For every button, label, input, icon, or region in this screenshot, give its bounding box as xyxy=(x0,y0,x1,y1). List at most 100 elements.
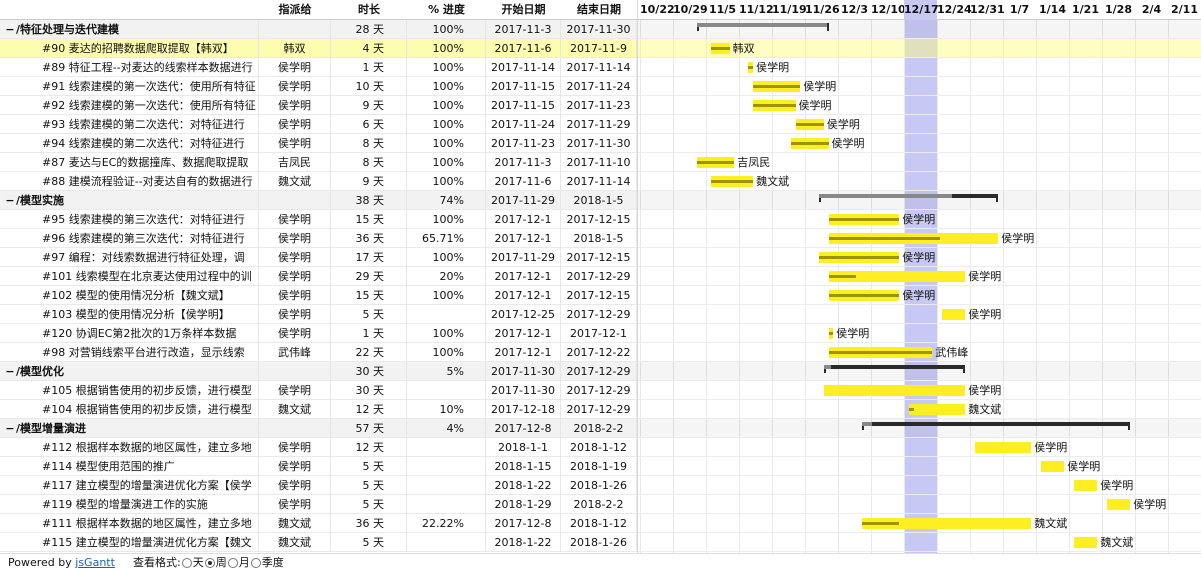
task-row[interactable]: #93 线索建模的第二次迭代：对特征进行 侯学明 6 天 100% 2017-11-24… xyxy=(0,115,637,134)
task-row[interactable]: #91 线索建模的第一次迭代：使用所有特征 侯学明 10 天 100% 2017-11-… xyxy=(0,77,637,96)
collapse-toggle[interactable]: − xyxy=(5,365,15,378)
task-row[interactable]: #112 根据样本数据的地区属性，建立多地 侯学明 12 天 2018-1-1 2018… xyxy=(0,438,637,457)
timeline-tick[interactable]: 1/28 xyxy=(1105,3,1132,16)
task-row[interactable]: #101 线索模型在北京麦达使用过程中的训 侯学明 29 天 20% 2017-12-1… xyxy=(0,267,637,286)
start-date-cell: 2017-12-1 xyxy=(486,286,561,305)
task-row[interactable]: #94 线索建模的第二次迭代：对特征进行 侯学明 8 天 100% 2017-11-23… xyxy=(0,134,637,153)
task-row[interactable]: #96 线索建模的第三次迭代：对特征进行 侯学明 36 天 65.71% 2017-12… xyxy=(0,229,637,248)
timeline-tick[interactable]: 11/26 xyxy=(805,3,840,16)
jsgantt-link[interactable]: jsGantt xyxy=(75,556,115,569)
duration-cell: 15 天 xyxy=(331,286,407,305)
timeline-tick[interactable]: 10/22 xyxy=(640,3,675,16)
timeline-tick[interactable]: 12/17 xyxy=(904,0,939,19)
task-row[interactable]: #117 建立模型的增量演进优化方案【侯学 侯学明 5 天 2018-1-22 2018… xyxy=(0,476,637,495)
task-bar[interactable] xyxy=(710,176,754,187)
collapse-toggle[interactable]: − xyxy=(5,194,15,207)
group-summary-bar[interactable] xyxy=(823,365,966,373)
timeline-tick[interactable]: 11/12 xyxy=(739,3,774,16)
collapse-toggle[interactable]: − xyxy=(5,23,15,36)
timeline-tick[interactable]: 1/21 xyxy=(1072,3,1099,16)
timeline-tick[interactable]: 11/19 xyxy=(772,3,807,16)
task-bar[interactable] xyxy=(819,252,900,263)
task-row[interactable]: #98 对营销线索平台进行改造，显示线索 武伟峰 22 天 100% 2017-12-1… xyxy=(0,343,637,362)
task-bar[interactable] xyxy=(753,100,796,111)
task-bar[interactable] xyxy=(828,214,900,225)
task-progress xyxy=(753,85,801,88)
task-bar[interactable] xyxy=(1073,537,1098,548)
task-bar[interactable] xyxy=(710,43,730,54)
timeline-tick[interactable]: 11/5 xyxy=(709,3,736,16)
task-bar[interactable] xyxy=(828,233,999,244)
task-name: #103 模型的使用情况分析【侯学明】 xyxy=(42,308,230,321)
timeline-tick[interactable]: 10/29 xyxy=(673,3,708,16)
view-format-radio[interactable] xyxy=(227,558,238,568)
task-bar[interactable] xyxy=(828,347,933,358)
timeline-tick[interactable]: 2/11 xyxy=(1171,3,1198,16)
view-format-radio[interactable] xyxy=(181,558,192,568)
task-row[interactable]: #88 建模流程验证--对麦达自有的数据进行 魏文斌 9 天 100% 2017-11-… xyxy=(0,172,637,191)
task-bar[interactable] xyxy=(1040,461,1065,472)
column-header-assignee[interactable]: 指派给 xyxy=(278,3,312,16)
view-format-radio[interactable] xyxy=(204,558,215,568)
task-row[interactable]: #103 模型的使用情况分析【侯学明】 侯学明 5 天 2017-12-25 2017-… xyxy=(0,305,637,324)
task-name-cell: #96 线索建模的第三次迭代：对特征进行 xyxy=(0,229,259,248)
timeline-tick[interactable]: 2/4 xyxy=(1141,3,1162,16)
timeline-tick[interactable]: 1/14 xyxy=(1039,3,1066,16)
column-header-progress[interactable]: % 进度 xyxy=(428,3,465,16)
task-bar[interactable] xyxy=(828,290,900,301)
task-bar[interactable] xyxy=(748,62,754,73)
task-bar[interactable] xyxy=(790,138,829,149)
task-bar[interactable] xyxy=(941,309,966,320)
task-bar[interactable] xyxy=(696,157,735,168)
task-name-cell: #92 线索建模的第一次迭代：使用所有特征 xyxy=(0,96,259,115)
task-bar[interactable] xyxy=(828,328,834,339)
task-bar[interactable] xyxy=(861,518,1032,529)
task-row[interactable]: #97 编程：对线索数据进行特征处理，调 侯学明 17 天 100% 2017-11-2… xyxy=(0,248,637,267)
task-bar[interactable] xyxy=(823,385,966,396)
group-row[interactable]: −/特征处理与迭代建模 28 天 100% 2017-11-3 2017-11-30 xyxy=(0,20,637,39)
duration-cell: 5 天 xyxy=(331,457,407,476)
collapse-toggle[interactable]: − xyxy=(5,422,15,435)
task-row[interactable]: #119 模型的增量演进工作的实施 侯学明 5 天 2018-1-29 2018-2-2 xyxy=(0,495,637,514)
timeline-tick[interactable]: 1/7 xyxy=(1009,3,1030,16)
bar-assignee-label: 侯学明 xyxy=(836,327,870,340)
group-row[interactable]: −/模型优化 30 天 5% 2017-11-30 2017-12-29 xyxy=(0,362,637,381)
timeline-tick[interactable]: 12/3 xyxy=(841,3,868,16)
task-row[interactable]: #115 建立模型的增量演进优化方案【魏文 魏文斌 5 天 2018-1-22 2018… xyxy=(0,533,637,552)
task-bar[interactable] xyxy=(795,119,824,130)
task-bar[interactable] xyxy=(753,81,801,92)
group-row[interactable]: −/模型实施 38 天 74% 2017-11-29 2018-1-5 xyxy=(0,191,637,210)
timeline-tick[interactable]: 12/10 xyxy=(871,3,906,16)
group-summary-bar[interactable] xyxy=(696,23,829,31)
timeline-tick[interactable]: 12/24 xyxy=(937,3,972,16)
task-row[interactable]: #87 麦达与EC的数据撞库、数据爬取提取 吉凤民 8 天 100% 2017-11-3… xyxy=(0,153,637,172)
column-header-duration[interactable]: 时长 xyxy=(358,3,380,16)
assignee-cell: 侯学明 xyxy=(259,248,331,267)
task-row[interactable]: #111 根据样本数据的地区属性，建立多地 魏文斌 36 天 22.22% 2017-1… xyxy=(0,514,637,533)
task-bar[interactable] xyxy=(908,404,966,415)
task-row[interactable]: #95 线索建模的第三次迭代：对特征进行 侯学明 15 天 100% 2017-12-1… xyxy=(0,210,637,229)
task-bar[interactable] xyxy=(1106,499,1131,510)
group-summary-bar[interactable] xyxy=(819,194,999,202)
group-row[interactable]: −/模型增量演进 57 天 4% 2017-12-8 2018-2-2 xyxy=(0,419,637,438)
column-header-end[interactable]: 结束日期 xyxy=(577,3,621,16)
task-row[interactable]: #102 模型的使用情况分析【魏文斌】 侯学明 15 天 100% 2017-12-1 2… xyxy=(0,286,637,305)
group-summary-bar[interactable] xyxy=(861,422,1131,430)
duration-cell: 22 天 xyxy=(331,343,407,362)
task-row[interactable]: #114 模型使用范围的推广 侯学明 5 天 2018-1-15 2018-1-19 xyxy=(0,457,637,476)
task-row[interactable]: #105 根据销售使用的初步反馈，进行模型 侯学明 30 天 2017-11-30 20… xyxy=(0,381,637,400)
task-row[interactable]: #92 线索建模的第一次迭代：使用所有特征 侯学明 9 天 100% 2017-11-1… xyxy=(0,96,637,115)
timeline-tick[interactable]: 12/31 xyxy=(970,3,1005,16)
view-format-radio[interactable] xyxy=(250,558,261,568)
column-header-start[interactable]: 开始日期 xyxy=(501,3,546,16)
task-bar[interactable] xyxy=(828,271,966,282)
task-row[interactable]: #90 麦达的招聘数据爬取提取【韩双】 韩双 4 天 100% 2017-11-6 201… xyxy=(0,39,637,58)
task-bar[interactable] xyxy=(1073,480,1098,491)
task-row[interactable]: #89 特征工程--对麦达的线索样本数据进行 侯学明 1 天 100% 2017-11-… xyxy=(0,58,637,77)
bar-assignee-label: 韩双 xyxy=(732,42,755,55)
task-row[interactable]: #104 根据销售使用的初步反馈，进行模型 魏文斌 12 天 10% 2017-12-1… xyxy=(0,400,637,419)
task-row[interactable]: #120 协调EC第2批次的1万条样本数据 侯学明 1 天 100% 2017-12-1… xyxy=(0,324,637,343)
progress-cell: 20% xyxy=(407,267,486,286)
end-date-cell: 2018-1-5 xyxy=(561,229,637,248)
task-bar[interactable] xyxy=(974,442,1032,453)
